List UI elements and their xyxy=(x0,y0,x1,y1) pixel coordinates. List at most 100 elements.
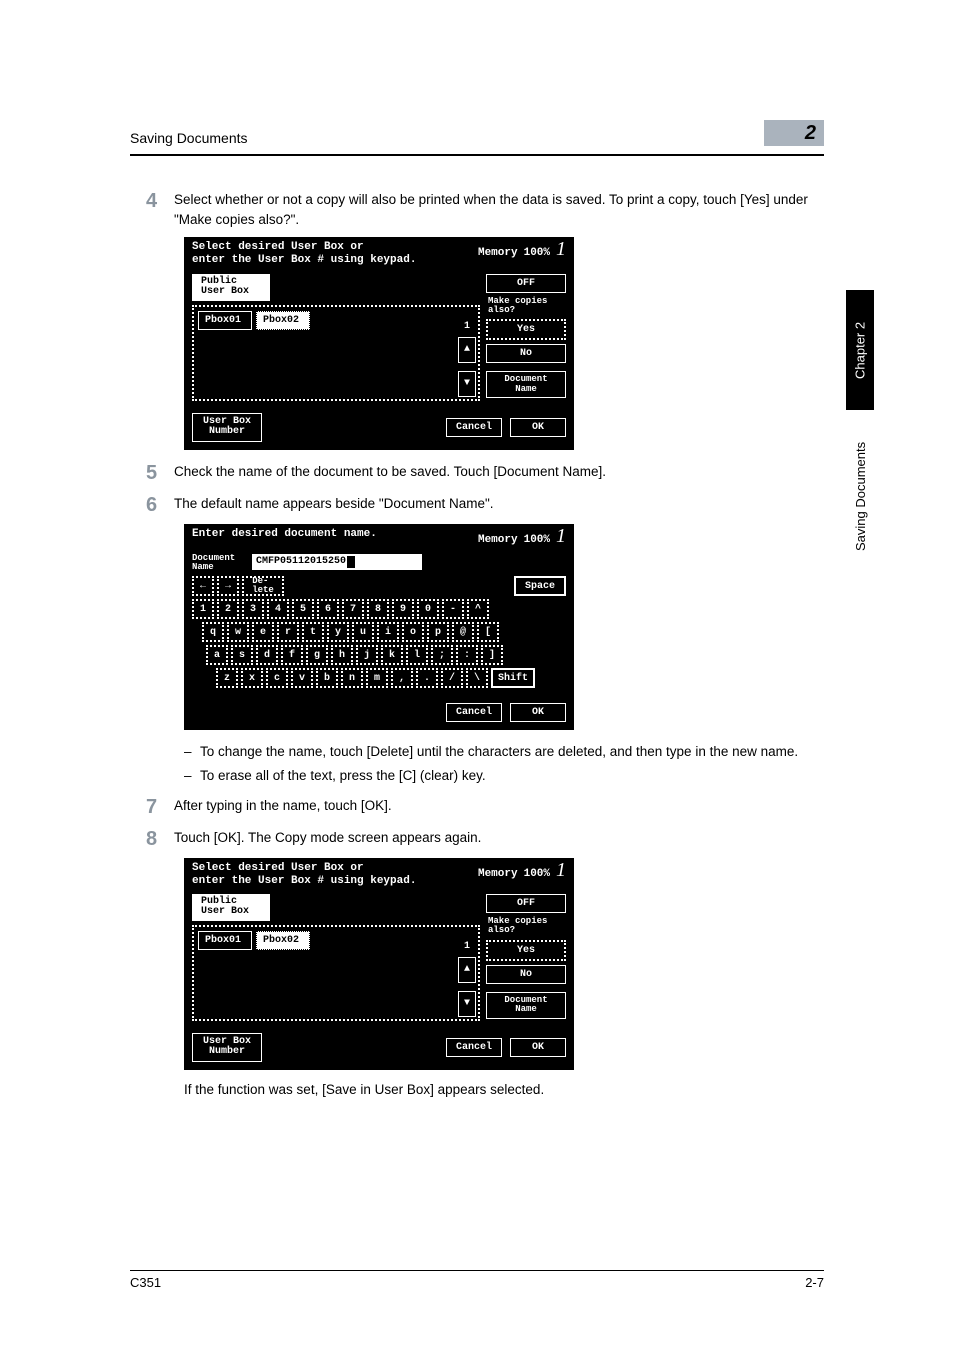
scroll-up-icon[interactable] xyxy=(458,337,476,363)
keyboard-key[interactable]: q xyxy=(202,622,224,642)
keyboard-key[interactable]: @ xyxy=(452,622,474,642)
side-tab: Chapter 2 Saving Documents xyxy=(846,290,874,566)
userbox-item[interactable]: Pbox01 xyxy=(198,311,252,330)
step-text: The default name appears beside "Documen… xyxy=(174,494,824,516)
memory-label: Memory xyxy=(478,868,518,880)
keyboard-key[interactable]: 6 xyxy=(317,599,339,619)
ok-button[interactable]: OK xyxy=(510,418,566,437)
keyboard-key[interactable]: e xyxy=(252,622,274,642)
keyboard-key[interactable]: / xyxy=(441,668,463,688)
keyboard-key[interactable]: m xyxy=(366,668,388,688)
no-button[interactable]: No xyxy=(486,965,566,984)
panel-instruction: Select desired User Box or enter the Use… xyxy=(192,241,416,267)
space-key[interactable]: Space xyxy=(514,576,566,596)
document-name-input[interactable]: CMFP05112015250 xyxy=(252,554,422,570)
scroll-down-icon[interactable] xyxy=(458,991,476,1017)
keyboard-key[interactable]: h xyxy=(331,645,353,665)
keyboard-key[interactable]: y xyxy=(327,622,349,642)
keyboard-key[interactable]: t xyxy=(302,622,324,642)
cancel-button[interactable]: Cancel xyxy=(446,418,502,437)
keyboard-key[interactable]: 0 xyxy=(417,599,439,619)
keyboard-key[interactable]: 3 xyxy=(242,599,264,619)
keyboard-key[interactable]: u xyxy=(352,622,374,642)
yes-button[interactable]: Yes xyxy=(486,319,566,340)
keyboard-key[interactable]: z xyxy=(216,668,238,688)
keyboard-key[interactable]: j xyxy=(356,645,378,665)
keyboard-key[interactable]: 5 xyxy=(292,599,314,619)
public-userbox-tab[interactable]: Public User Box xyxy=(192,894,270,921)
keyboard-key[interactable]: s xyxy=(231,645,253,665)
keyboard-key[interactable]: , xyxy=(391,668,413,688)
keyboard-key[interactable]: \ xyxy=(466,668,488,688)
closing-note: If the function was set, [Save in User B… xyxy=(184,1082,824,1097)
step-text: Touch [OK]. The Copy mode screen appears… xyxy=(174,828,824,850)
shift-key[interactable]: Shift xyxy=(491,668,535,688)
no-button[interactable]: No xyxy=(486,344,566,363)
memory-value: 100% xyxy=(524,868,550,880)
step-number: 6 xyxy=(146,494,174,516)
ok-button[interactable]: OK xyxy=(510,1038,566,1057)
step-6: 6 The default name appears beside "Docum… xyxy=(146,494,824,516)
keyboard-key[interactable]: v xyxy=(291,668,313,688)
keyboard-key[interactable]: w xyxy=(227,622,249,642)
keyboard-key[interactable]: i xyxy=(377,622,399,642)
keyboard-key[interactable]: 8 xyxy=(367,599,389,619)
substep-text: To change the name, touch [Delete] until… xyxy=(200,742,798,762)
userbox-number-button[interactable]: User Box Number xyxy=(192,413,262,442)
keyboard-key[interactable]: c xyxy=(266,668,288,688)
memory-label: Memory xyxy=(478,247,518,259)
keyboard-key[interactable]: f xyxy=(281,645,303,665)
keyboard-key[interactable]: p xyxy=(427,622,449,642)
keyboard-key[interactable]: l xyxy=(406,645,428,665)
userbox-number-button[interactable]: User Box Number xyxy=(192,1033,262,1062)
cancel-button[interactable]: Cancel xyxy=(446,703,502,722)
keyboard-row-4: zxcvbnm,./\Shift xyxy=(192,668,566,688)
header-title: Saving Documents xyxy=(130,130,248,146)
keyboard-key[interactable]: 7 xyxy=(342,599,364,619)
step-text: Check the name of the document to be sav… xyxy=(174,462,824,484)
userbox-item[interactable]: Pbox01 xyxy=(198,931,252,950)
keyboard-key[interactable]: 9 xyxy=(392,599,414,619)
userbox-item[interactable]: Pbox02 xyxy=(256,931,310,950)
off-button[interactable]: OFF xyxy=(486,274,566,293)
scroll-up-icon[interactable] xyxy=(458,957,476,983)
keyboard-key[interactable]: n xyxy=(341,668,363,688)
header-badge: 2 xyxy=(764,120,824,146)
userbox-item[interactable]: Pbox02 xyxy=(256,311,310,330)
keyboard-key[interactable]: ; xyxy=(431,645,453,665)
keyboard-key[interactable]: k xyxy=(381,645,403,665)
keyboard-key[interactable]: r xyxy=(277,622,299,642)
yes-button[interactable]: Yes xyxy=(486,940,566,961)
keyboard-key[interactable]: - xyxy=(442,599,464,619)
panel-instruction: Select desired User Box or enter the Use… xyxy=(192,862,416,888)
scroll-down-icon[interactable] xyxy=(458,371,476,397)
keyboard-key[interactable]: 2 xyxy=(217,599,239,619)
public-userbox-tab[interactable]: Public User Box xyxy=(192,274,270,301)
keyboard-key[interactable]: ] xyxy=(481,645,503,665)
document-name-button[interactable]: Document Name xyxy=(486,371,566,398)
step-8: 8 Touch [OK]. The Copy mode screen appea… xyxy=(146,828,824,850)
delete-key[interactable]: De- lete xyxy=(242,576,284,596)
ok-button[interactable]: OK xyxy=(510,703,566,722)
keyboard-key[interactable]: [ xyxy=(477,622,499,642)
keyboard-key[interactable]: d xyxy=(256,645,278,665)
document-name-button[interactable]: Document Name xyxy=(486,992,566,1019)
keyboard-key[interactable]: ^ xyxy=(467,599,489,619)
off-button[interactable]: OFF xyxy=(486,894,566,913)
step-text: Select whether or not a copy will also b… xyxy=(174,190,824,229)
arrow-left-key[interactable]: ← xyxy=(192,576,214,596)
cancel-button[interactable]: Cancel xyxy=(446,1038,502,1057)
arrow-right-key[interactable]: → xyxy=(217,576,239,596)
keyboard-key[interactable]: x xyxy=(241,668,263,688)
keyboard-key[interactable]: 4 xyxy=(267,599,289,619)
keyboard-row-3: asdfghjkl;:] xyxy=(192,645,566,665)
keyboard-key[interactable]: : xyxy=(456,645,478,665)
keyboard-key[interactable]: g xyxy=(306,645,328,665)
keyboard-key[interactable]: o xyxy=(402,622,424,642)
keyboard-key[interactable]: a xyxy=(206,645,228,665)
keyboard-key[interactable]: 1 xyxy=(192,599,214,619)
panel-instruction-line2: enter the User Box # using keypad. xyxy=(192,254,416,267)
keyboard-key[interactable]: . xyxy=(416,668,438,688)
keyboard-key[interactable]: b xyxy=(316,668,338,688)
panel-instruction-line1: Select desired User Box or xyxy=(192,241,416,254)
